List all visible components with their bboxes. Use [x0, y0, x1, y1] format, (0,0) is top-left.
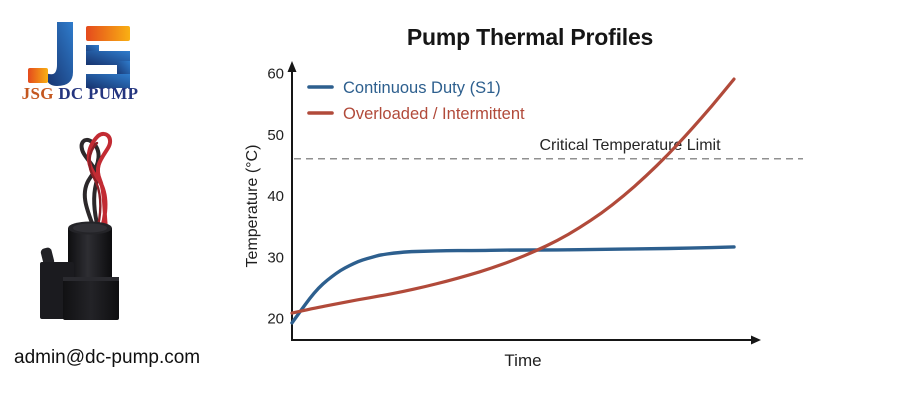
y-tick-label: 30: [267, 249, 284, 266]
legend-item-overloaded: Overloaded / Intermittent: [307, 105, 525, 123]
chart-title: Pump Thermal Profiles: [406, 24, 654, 50]
pump-motor: [68, 228, 112, 284]
y-tick-labels: 20 30 40 50 60: [267, 66, 284, 328]
thermal-profile-chart: 20 30 40 50 60 Temperature (°C) Time Critica…: [244, 61, 803, 370]
logo-letter-j: [46, 22, 73, 86]
legend: Continuous Duty (S1) Overloaded / Interm…: [307, 79, 525, 123]
logo-bar-top: [86, 26, 130, 41]
y-tick-label: 60: [267, 66, 284, 83]
x-axis-arrow-icon: [751, 335, 761, 345]
critical-limit-label: Critical Temperature Limit: [539, 137, 721, 154]
logo-bar-rightvert: [117, 61, 130, 77]
pump-product-image: [40, 131, 119, 320]
logo-dot: [28, 68, 48, 83]
x-axis-title: Time: [504, 351, 541, 370]
legend-item-continuous-duty: Continuous Duty (S1): [307, 79, 501, 97]
series-line-continuous-duty: [290, 245, 736, 325]
contact-email: admin@dc-pump.com: [14, 347, 201, 368]
pump-body-seam: [63, 277, 119, 281]
y-axis-title: Temperature (°C): [244, 145, 261, 268]
y-tick-label: 20: [267, 311, 284, 328]
y-tick-label: 40: [267, 188, 284, 205]
pump-nozzle: [40, 247, 55, 267]
chart-panel: Pump Thermal Profiles 20 30 40 50 60 Tempera…: [230, 0, 900, 400]
pump-motor-cap-inner: [73, 223, 107, 233]
pump-body: [63, 277, 119, 320]
brand-name: JSG DC PUMP: [10, 84, 150, 104]
y-tick-label: 50: [267, 127, 284, 144]
brand-panel: JSG DC PUMP: [0, 0, 230, 400]
legend-label-continuous-duty: Continuous Duty (S1): [343, 79, 501, 97]
brand-logo-icon: [28, 22, 130, 88]
logo-bar-bottom: [86, 74, 130, 88]
brand-name-primary: JSG: [21, 84, 54, 103]
legend-label-overloaded: Overloaded / Intermittent: [343, 105, 525, 123]
brand-name-secondary: DC PUMP: [58, 84, 139, 103]
pump-wires: [79, 131, 113, 230]
series-line-overloaded: [290, 77, 736, 315]
y-axis-arrow-icon: [287, 61, 297, 72]
